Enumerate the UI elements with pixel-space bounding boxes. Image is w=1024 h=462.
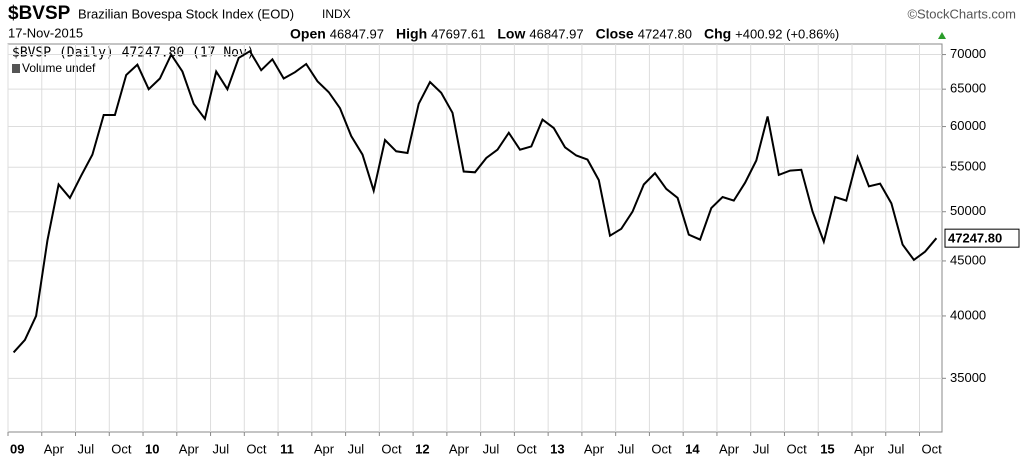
- date: 17-Nov-2015: [8, 25, 83, 40]
- y-tick-label: 45000: [950, 252, 986, 267]
- quote-name: Chg: [704, 26, 731, 42]
- last-value-label: 47247.80: [948, 231, 1002, 246]
- legend-entry: $BVSP (Daily) 47247.80 (17 Nov): [12, 46, 255, 61]
- price-line: [12, 49, 938, 354]
- x-tick-label: Oct: [786, 441, 807, 456]
- watermark: ©StockCharts.com: [907, 6, 1016, 21]
- x-tick-label: 14: [685, 441, 700, 456]
- x-tick-label: Oct: [921, 441, 942, 456]
- x-tick-label: 11: [280, 441, 294, 456]
- plot-frame: [7, 43, 943, 433]
- x-tick-label: Jul: [888, 441, 905, 456]
- x-tick-label: 15: [820, 441, 834, 456]
- x-tick-label: Jul: [213, 441, 230, 456]
- y-tick-label: 65000: [950, 81, 986, 96]
- quote-value: 47247.80: [638, 26, 692, 41]
- x-tick-label: Oct: [516, 441, 537, 456]
- last-value-box: [944, 228, 1020, 248]
- x-tick-label: Jul: [618, 441, 635, 456]
- chart-title: $BVSP: [8, 3, 71, 24]
- y-tick-label: 55000: [950, 159, 986, 174]
- quote-name: Close: [596, 26, 634, 42]
- x-tick-label: 09: [10, 441, 24, 456]
- quote-value: +400.92 (+0.86%): [735, 26, 839, 41]
- x-tick-label: Oct: [111, 441, 132, 456]
- y-tick-label: 50000: [950, 203, 986, 218]
- x-tick-label: Oct: [381, 441, 402, 456]
- x-tick-label: Jul: [78, 441, 95, 456]
- x-tick-label: Oct: [651, 441, 672, 456]
- quote-name: High: [396, 26, 427, 42]
- x-tick-label: 10: [145, 441, 159, 456]
- x-tick-label: 12: [415, 441, 429, 456]
- quote-value: 47697.61: [431, 26, 485, 41]
- x-tick-label: Apr: [854, 441, 875, 456]
- x-tick-label: Apr: [179, 441, 200, 456]
- volume-icon: [12, 64, 20, 73]
- quote-value: 46847.97: [330, 26, 384, 41]
- quote-bar: Open 46847.97 High 47697.61 Low 46847.97 Close…: [290, 26, 839, 42]
- x-tick-label: Jul: [348, 441, 365, 456]
- x-tick-label: Apr: [449, 441, 470, 456]
- x-tick-label: 13: [550, 441, 564, 456]
- x-tick-label: Apr: [719, 441, 740, 456]
- quote-name: Low: [497, 26, 525, 42]
- y-tick-label: 40000: [950, 307, 986, 322]
- y-tick-label: 70000: [950, 46, 986, 61]
- x-tick-label: Apr: [314, 441, 335, 456]
- chart-subtitle: Brazilian Bovespa Stock Index (EOD): [78, 6, 294, 21]
- x-tick-label: Jul: [483, 441, 500, 456]
- y-tick-label: 60000: [950, 118, 986, 133]
- x-tick-label: Apr: [44, 441, 65, 456]
- quote-value: 46847.97: [529, 26, 583, 41]
- x-tick-label: Jul: [753, 441, 770, 456]
- exchange: INDX: [322, 7, 351, 21]
- x-tick-label: Apr: [584, 441, 605, 456]
- volume-legend: Volume undef: [22, 61, 96, 75]
- x-tick-label: Oct: [246, 441, 267, 456]
- up-arrow: [938, 32, 946, 39]
- y-tick-label: 35000: [950, 370, 986, 385]
- quote-name: Open: [290, 26, 326, 42]
